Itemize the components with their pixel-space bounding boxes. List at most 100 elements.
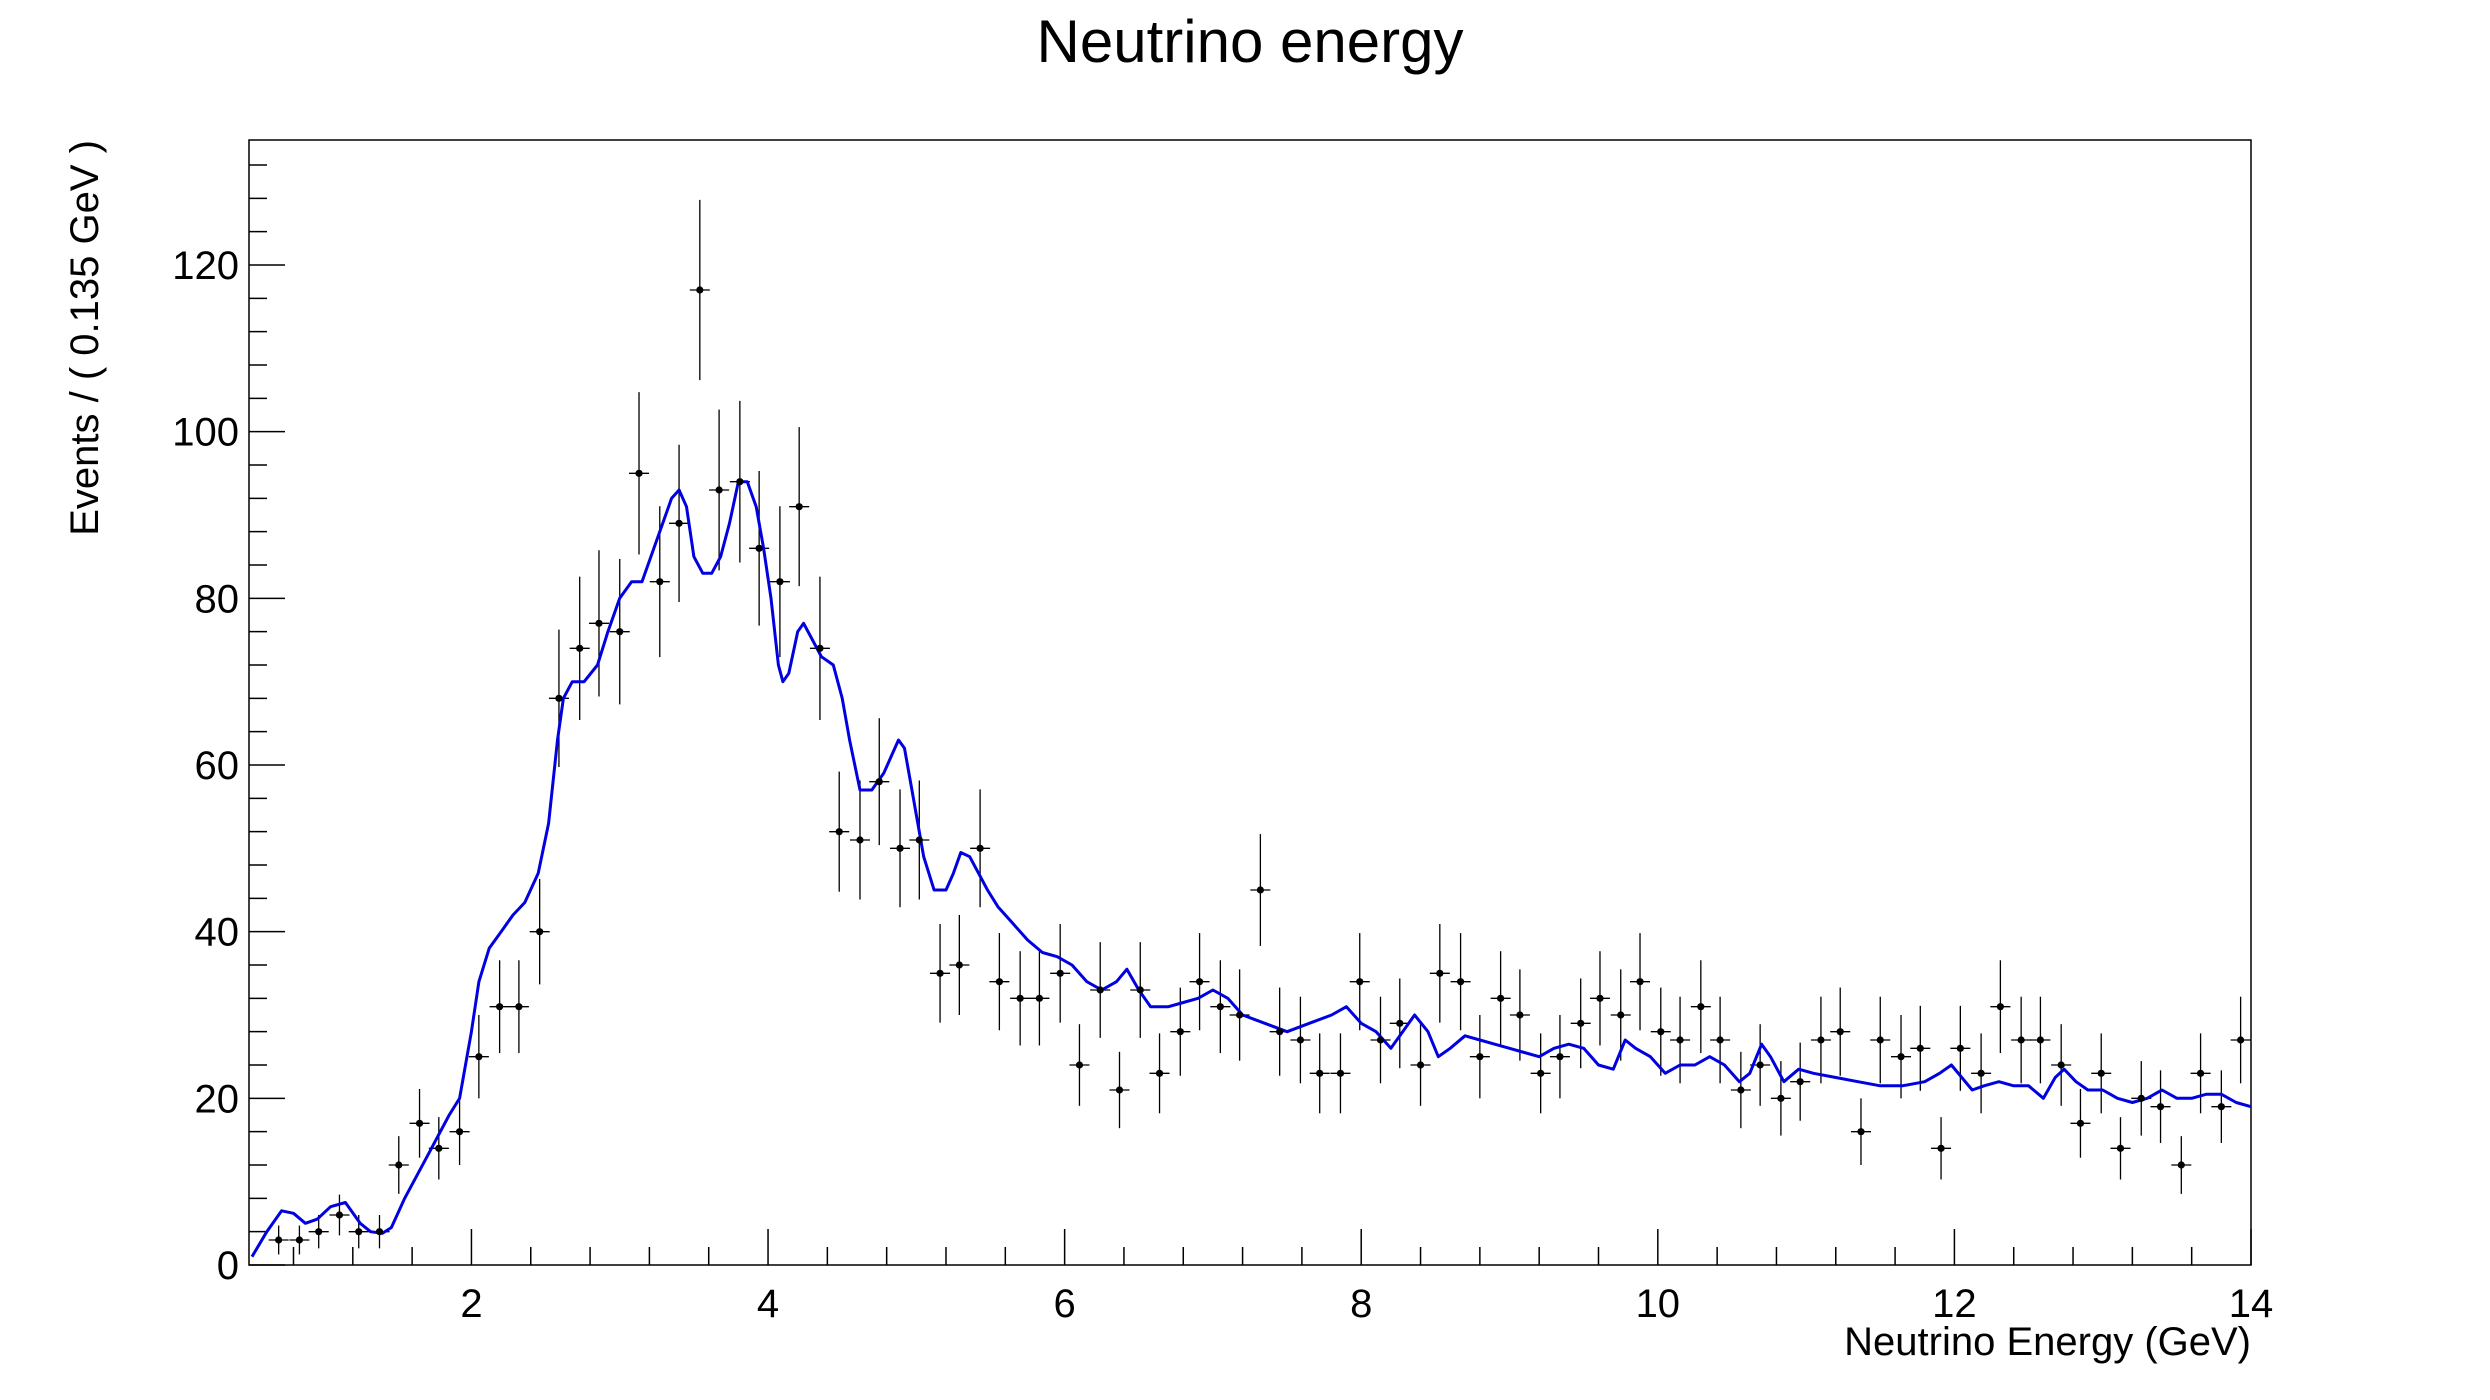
data-point [816,644,824,652]
data-point [2097,1069,2105,1077]
data-point [1756,1061,1764,1069]
data-point [315,1228,323,1236]
data-point [395,1161,403,1169]
data-point [1236,1011,1244,1019]
data-point [1617,1011,1625,1019]
x-tick-label: 2 [460,1282,482,1326]
data-point [1817,1036,1825,1044]
data-point [1136,986,1144,994]
data-point [1836,1028,1844,1036]
model-curve-line [250,480,2252,1258]
data-point [1416,1061,1425,1069]
error-bars [268,199,2251,1255]
data-point [1577,1019,1585,1027]
data-point [295,1236,304,1244]
data-point [1636,978,1644,986]
data-point [275,1236,283,1244]
data-point [1396,1019,1404,1027]
data-point [1056,969,1064,977]
data-point [1195,978,1204,986]
data-point [2217,1103,2225,1111]
data-point [1316,1069,1324,1077]
data-point [675,519,683,527]
data-point [1556,1053,1564,1061]
data-point [1697,1003,1705,1011]
data-point [2116,1144,2125,1152]
data-point [496,1003,504,1011]
data-point [1977,1069,1985,1077]
data-point [555,694,563,702]
data-point [515,1003,523,1011]
data-point [995,978,1003,986]
x-axis-label: Neutrino Energy (GeV) [1844,1320,2251,1364]
data-point [2017,1036,2025,1044]
x-tick-label: 10 [1636,1282,1681,1326]
data-point [1497,994,1505,1002]
data-point [1296,1036,1305,1044]
data-point [1356,978,1364,986]
data-point [435,1144,443,1152]
data-point [1956,1044,1964,1052]
data-point [856,836,864,844]
data-point [1657,1028,1665,1036]
data-point [1777,1094,1785,1102]
chart-title: Neutrino energy [1037,8,1464,75]
data-point [1996,1003,2004,1011]
data-point [1897,1053,1905,1061]
data-point [1596,994,1604,1002]
data-point [1916,1044,1924,1052]
data-point [2237,1036,2245,1044]
x-tick-label: 12 [1932,1282,1977,1326]
data-points [275,286,2245,1244]
data-point [795,503,803,511]
data-point [1115,1086,1124,1094]
data-point [335,1211,344,1219]
data-point [1155,1069,1164,1077]
y-tick-label: 0 [217,1244,239,1288]
data-point [915,836,923,844]
data-point [715,486,723,494]
data-point [1537,1069,1545,1077]
data-point [415,1119,424,1127]
data-point [375,1228,384,1236]
data-point [635,469,643,477]
data-point [1937,1144,1945,1152]
x-tick-label: 8 [1350,1282,1372,1326]
data-point [1516,1011,1524,1019]
data-point [1075,1061,1084,1069]
data-point [595,619,603,627]
x-tick-label: 14 [2229,1282,2274,1326]
data-point [1376,1036,1385,1044]
x-tick-label: 4 [757,1282,779,1326]
axes: 2 4 6 8 10 12 14 0 20 40 60 80 100 120 [172,164,2274,1326]
model-curve [250,480,2252,1258]
data-point [1096,986,1104,994]
data-point [656,578,664,586]
y-axis-label: Events / ( 0.135 GeV ) [63,140,107,536]
data-point [1436,969,1444,977]
data-point [1276,1028,1284,1036]
data-point [2196,1069,2205,1077]
data-point [1256,886,1264,894]
data-point [1456,978,1465,986]
data-point [2156,1103,2165,1111]
data-point [976,844,984,852]
data-point [1876,1036,1884,1044]
data-point [576,644,584,652]
data-point [1737,1086,1745,1094]
data-point [936,969,944,977]
data-point [696,286,704,294]
data-point [355,1228,363,1236]
data-point [2036,1036,2045,1044]
data-point [835,828,843,836]
data-point [1176,1028,1184,1036]
x-tick-label: 6 [1054,1282,1076,1326]
data-point [475,1053,483,1061]
data-point [1016,994,1024,1002]
data-point [1796,1078,1804,1086]
data-point [2076,1119,2085,1127]
data-point [2137,1094,2145,1102]
data-point [1336,1069,1345,1077]
y-tick-label: 120 [172,244,239,288]
y-tick-label: 80 [195,577,240,621]
